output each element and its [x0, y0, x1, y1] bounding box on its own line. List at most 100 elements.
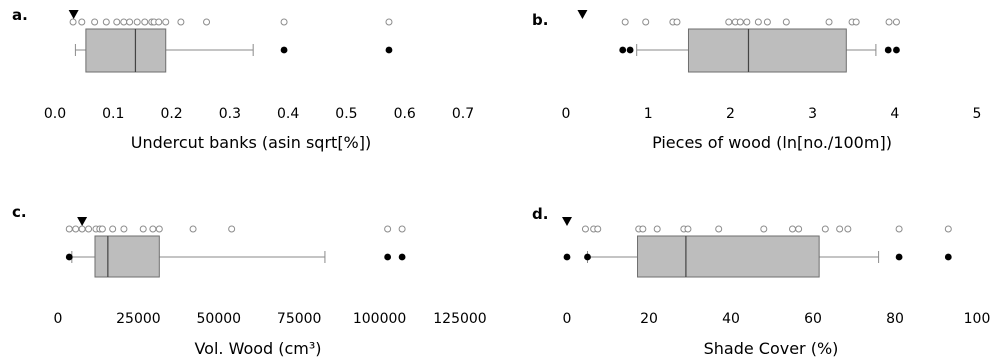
observation-point — [228, 225, 236, 233]
observation-point — [885, 18, 893, 26]
observation-point — [149, 225, 157, 233]
observation-point — [385, 18, 393, 26]
iqr-box — [94, 235, 160, 278]
tick-label: 40 — [722, 311, 740, 327]
outlier-point — [893, 46, 900, 54]
observation-point — [126, 18, 134, 26]
observation-point — [78, 18, 86, 26]
observation-point — [72, 225, 80, 233]
tick-label: 5 — [973, 106, 982, 122]
panel-label: d. — [532, 205, 548, 223]
observation-point — [653, 225, 661, 233]
panel-label: a. — [12, 6, 28, 24]
observation-point — [91, 18, 99, 26]
outlier-point — [944, 253, 952, 261]
observation-point — [789, 225, 796, 233]
observation-point — [139, 225, 147, 233]
observation-point — [715, 225, 723, 233]
observation-point — [581, 225, 589, 233]
observation-point — [760, 225, 768, 233]
observation-point — [743, 18, 751, 26]
tick-label: 100000 — [353, 311, 406, 327]
outlier-point — [384, 253, 392, 261]
observation-point — [65, 225, 73, 233]
outlier-point — [895, 253, 903, 261]
tick-label: 1 — [644, 106, 653, 122]
observation-point — [639, 225, 647, 233]
tick-label: 0.2 — [160, 106, 182, 122]
tick-label: 20 — [640, 311, 658, 327]
tick-label: 80 — [886, 311, 904, 327]
outlier-point — [65, 253, 73, 261]
observation-point — [398, 225, 406, 233]
observation-point — [155, 18, 163, 26]
observation-point — [120, 18, 128, 26]
iqr-box — [687, 28, 847, 73]
observation-point — [203, 18, 211, 26]
x-axis-title: Shade Cover (%) — [704, 339, 839, 358]
observation-point — [594, 225, 602, 233]
observation-point — [133, 18, 141, 26]
tick-label: 2 — [726, 106, 735, 122]
reference-marker — [68, 10, 79, 19]
tick-label: 125000 — [433, 311, 486, 327]
outlier-point — [385, 46, 393, 54]
observation-point — [155, 225, 163, 233]
tick-label: 50000 — [197, 311, 242, 327]
observation-point — [725, 18, 733, 26]
tick-label: 0.6 — [394, 106, 416, 122]
observation-point — [736, 18, 744, 26]
x-axis-title: Pieces of wood (ln[no./100m]) — [652, 133, 892, 152]
iqr-box — [637, 235, 820, 278]
outlier-point — [280, 46, 288, 54]
observation-point — [836, 225, 844, 233]
tick-label: 25000 — [116, 311, 161, 327]
observation-point — [944, 225, 952, 233]
tick-label: 75000 — [277, 311, 322, 327]
tick-label: 4 — [890, 106, 899, 122]
observation-point — [177, 18, 185, 26]
outlier-point — [398, 253, 406, 261]
tick-label: 0.5 — [335, 106, 357, 122]
observation-point — [120, 225, 128, 233]
panel-c: c. 0 25000 50000 75000 100000 125000 Vol. Woo… — [12, 203, 487, 358]
panel-a: a. 0.0 0.1 0.2 0.3 0.4 0.5 0.6 0.7 Undercut ban… — [12, 6, 474, 152]
observation-point — [280, 18, 288, 26]
observation-point — [895, 225, 903, 233]
observation-point — [85, 225, 93, 233]
observation-point — [844, 225, 852, 233]
observation-point — [825, 18, 833, 26]
tick-label: 0.3 — [219, 106, 241, 122]
observation-point — [821, 225, 829, 233]
tick-label: 0 — [562, 106, 571, 122]
panel-label: c. — [12, 203, 27, 221]
observation-point — [642, 18, 650, 26]
reference-marker — [562, 217, 572, 226]
panel-label: b. — [532, 11, 548, 29]
outlier-point — [563, 253, 571, 261]
observation-point — [684, 225, 692, 233]
observation-point — [69, 18, 77, 26]
observation-point — [109, 225, 117, 233]
observation-point — [162, 18, 170, 26]
tick-label: 0.4 — [277, 106, 299, 122]
observation-point — [189, 225, 197, 233]
observation-point — [892, 18, 900, 26]
tick-label: 0.1 — [102, 106, 124, 122]
iqr-box — [85, 28, 167, 73]
tick-label: 0 — [563, 311, 572, 327]
panel-d: d. 0 20 40 60 80 100 Shade Cover (%) — [532, 205, 990, 358]
x-axis-title: Undercut banks (asin sqrt[%]) — [131, 133, 372, 152]
outlier-point — [884, 46, 892, 54]
tick-label: 100 — [964, 311, 991, 327]
tick-label: 0.0 — [44, 106, 66, 122]
observation-point — [673, 18, 681, 26]
tick-label: 0 — [54, 311, 63, 327]
reference-marker — [77, 217, 88, 226]
outlier-point — [584, 253, 591, 261]
observation-point — [795, 225, 803, 233]
observation-point — [113, 18, 121, 26]
x-axis-title: Vol. Wood (cm³) — [194, 339, 321, 358]
observation-point — [384, 225, 392, 233]
observation-point — [98, 225, 106, 233]
